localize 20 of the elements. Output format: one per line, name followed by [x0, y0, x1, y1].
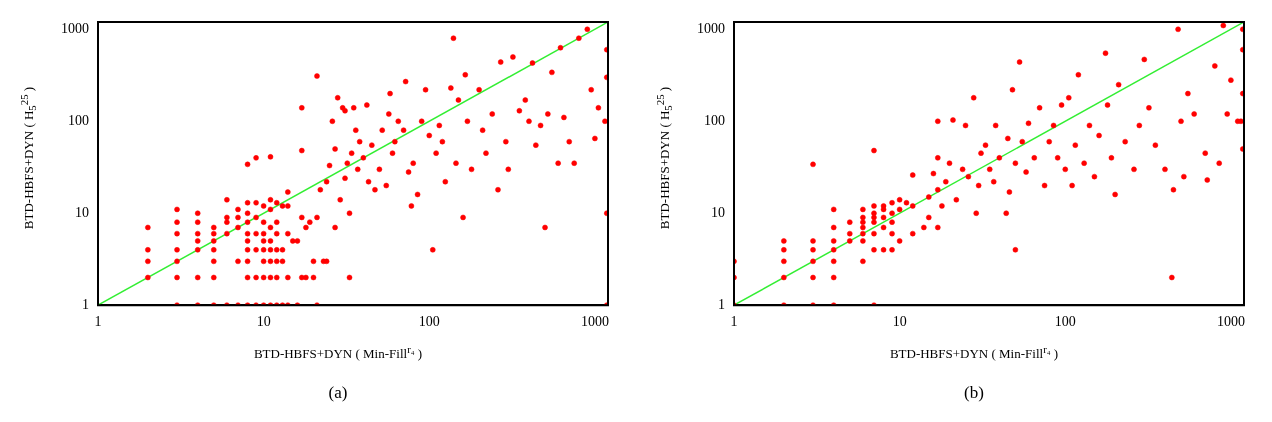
y-tick-label: 1000 — [697, 20, 725, 36]
y-tick-label: 100 — [68, 112, 89, 128]
x-tick-label: 1 — [94, 314, 102, 330]
y-tick-label: 1 — [82, 296, 89, 312]
y-tick-label: 100 — [704, 112, 725, 128]
y-tick-label: 1 — [718, 296, 725, 312]
y-tick-label: 10 — [711, 204, 725, 220]
y-tick-label: 1000 — [61, 20, 89, 36]
x-axis-title: BTD-HBFS+DYN ( Min-Fill$^{r₄}$ ) — [252, 343, 424, 363]
x-tick-label: 1000 — [1216, 314, 1245, 330]
x-tick-label: 10 — [892, 314, 907, 330]
y-tick-label: 10 — [75, 204, 89, 220]
x-tick-label: 10 — [256, 314, 271, 330]
x-tick-label: 100 — [1054, 314, 1076, 330]
x-tick-label: 1000 — [580, 314, 609, 330]
x-tick-label: 1 — [730, 314, 738, 330]
text: (a) — [327, 383, 349, 403]
x-tick-label: 100 — [418, 314, 440, 330]
x-axis-title: BTD-HBFS+DYN ( Min-Fill$^{r₄}$ ) — [888, 343, 1060, 363]
text: (b) — [963, 383, 985, 403]
